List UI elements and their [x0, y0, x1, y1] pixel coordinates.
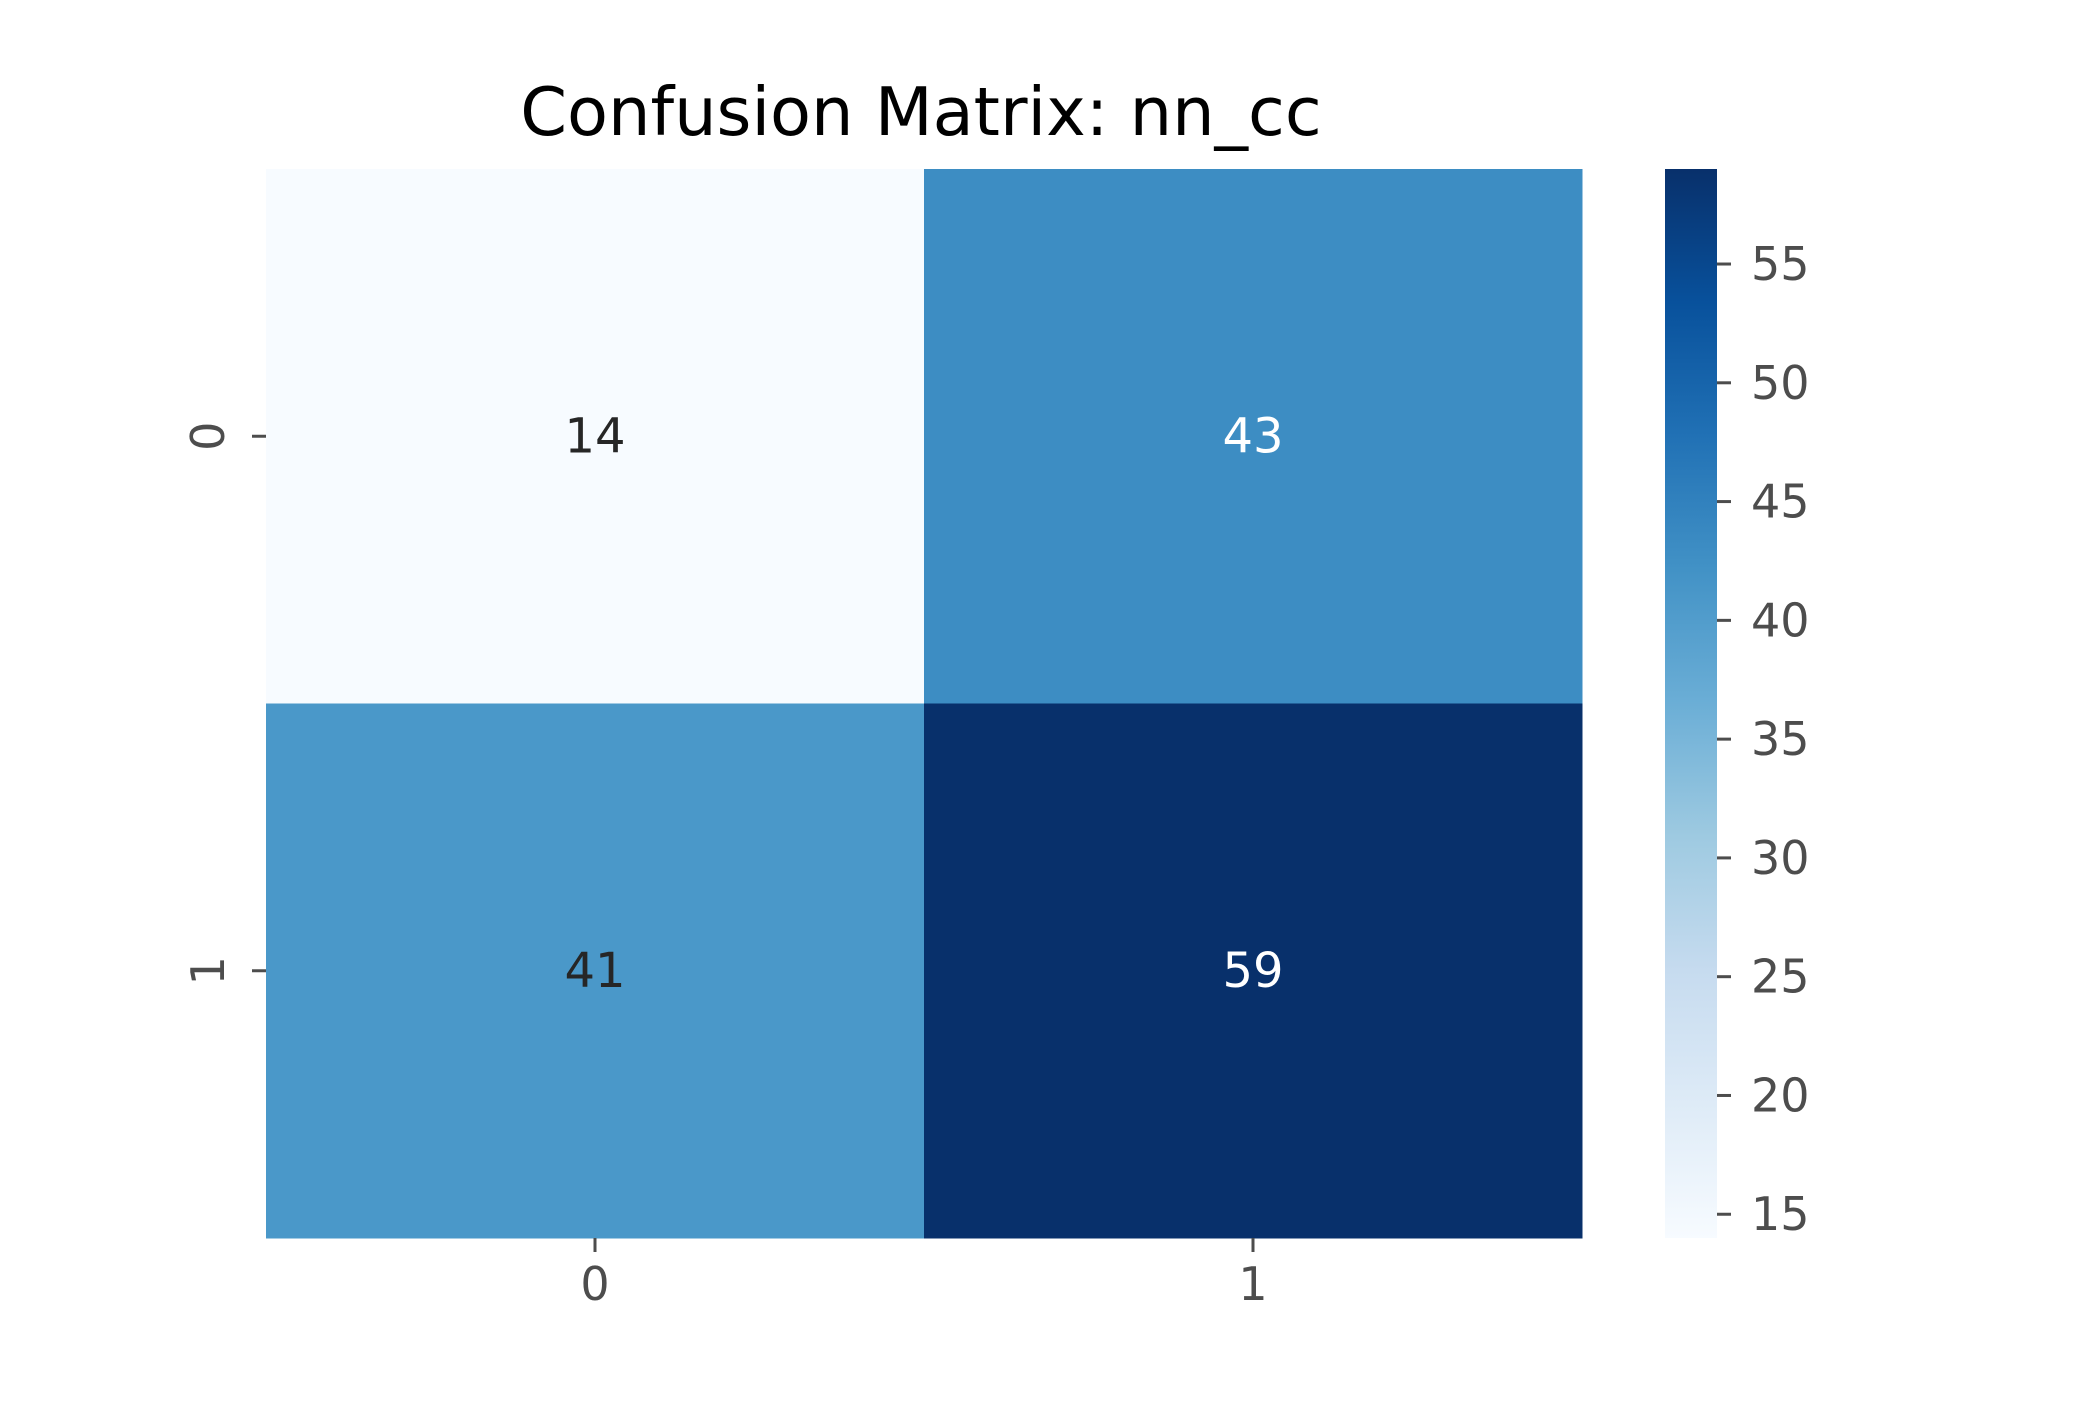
- colorbar-tick-label: 45: [1751, 475, 1810, 529]
- cell-value-label: 59: [1222, 943, 1283, 999]
- heatmap-cell: [266, 169, 925, 704]
- y-tick-label: 1: [181, 956, 235, 985]
- cell-value-label: 43: [1222, 408, 1283, 464]
- heatmap-cell: [266, 703, 925, 1239]
- x-tick-label: 1: [1238, 1257, 1267, 1311]
- colorbar-tick-label: 20: [1751, 1068, 1810, 1122]
- heatmap-cells: 14 43 41 59: [266, 169, 1583, 1239]
- y-axis: 01: [181, 422, 266, 985]
- chart-title: Confusion Matrix: nn_cc: [520, 73, 1321, 151]
- colorbar-gradient: [1665, 169, 1717, 1238]
- colorbar-tick-label: 50: [1751, 356, 1810, 410]
- colorbar-tick-label: 15: [1751, 1187, 1810, 1241]
- colorbar: 15 20 25 30 35 40 45 50 55: [1665, 169, 1810, 1241]
- cell-value-label: 14: [564, 408, 625, 464]
- colorbar-tick-label: 25: [1751, 950, 1810, 1004]
- colorbar-tick-label: 40: [1751, 593, 1810, 647]
- x-tick-label: 0: [580, 1257, 609, 1311]
- heatmap-cell: [924, 169, 1583, 704]
- colorbar-tick-label: 30: [1751, 831, 1810, 885]
- cell-value-label: 41: [564, 943, 625, 999]
- colorbar-tick-label: 55: [1751, 237, 1810, 291]
- heatmap-cell: [924, 703, 1583, 1239]
- colorbar-tick-label: 35: [1751, 712, 1810, 766]
- y-tick-label: 0: [181, 422, 235, 451]
